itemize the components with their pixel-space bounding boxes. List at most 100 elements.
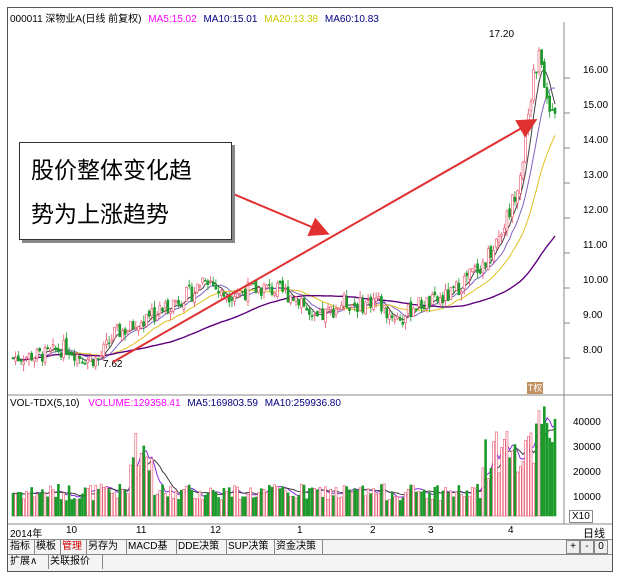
candle-body xyxy=(94,357,98,367)
volume-bar xyxy=(123,490,127,517)
volume-bar xyxy=(83,487,87,517)
candle-body xyxy=(428,296,431,308)
candle-body xyxy=(105,339,108,345)
candle-body xyxy=(433,291,437,296)
candle-body xyxy=(540,49,543,65)
candle-body xyxy=(321,308,325,321)
ex-rights-stamp-icon[interactable]: T权 xyxy=(527,382,543,394)
volume-bar xyxy=(449,490,453,517)
date-tick-12: 12 xyxy=(210,525,222,536)
candle-body xyxy=(318,309,322,313)
vol-tick-10000: 10000 xyxy=(573,492,601,503)
tab-expand[interactable]: 扩展∧ xyxy=(8,555,49,569)
tab-dde[interactable]: DDE决策 xyxy=(176,540,227,554)
tab-save-as[interactable]: 另存为 xyxy=(86,540,127,554)
volume-bar xyxy=(35,493,39,517)
candle-body xyxy=(441,294,445,303)
volume-bar xyxy=(51,489,55,517)
candle-body xyxy=(171,299,175,312)
candle-body xyxy=(145,314,148,327)
tab-indicator[interactable]: 指标 xyxy=(8,540,35,554)
tab-manage[interactable]: 管理 xyxy=(60,540,87,554)
volume-bar xyxy=(398,500,402,517)
candle-body xyxy=(521,161,525,179)
ma10-line xyxy=(12,87,556,361)
volume-bar xyxy=(481,467,485,517)
tab-sup[interactable]: SUP决策 xyxy=(226,540,275,554)
volume-bar xyxy=(505,431,509,517)
candle-body xyxy=(89,356,92,362)
candle-body xyxy=(86,359,90,364)
volume-bar xyxy=(366,488,370,517)
vol-ma10-line xyxy=(12,428,556,497)
volume-bar xyxy=(243,496,247,517)
volume-bar xyxy=(350,491,354,517)
reset-button[interactable]: 0 xyxy=(594,540,608,554)
volume-bar xyxy=(46,496,50,517)
period-label[interactable]: 日线 xyxy=(583,528,605,540)
candle-body xyxy=(460,291,463,294)
tab-related-quotes[interactable]: 关联报价 xyxy=(48,555,103,569)
candle-body xyxy=(243,288,247,301)
volume-bar xyxy=(369,493,373,517)
volume-bar xyxy=(227,487,231,517)
volume-bar xyxy=(113,492,116,517)
candle-body xyxy=(27,353,31,360)
candle-body xyxy=(115,324,119,327)
volume-bar xyxy=(313,488,317,517)
volume-bar xyxy=(553,418,557,517)
ma60-label: MA60: xyxy=(324,14,354,25)
candle-body xyxy=(334,308,338,315)
volume-bar xyxy=(105,486,108,517)
tab-fund[interactable]: 资金决策 xyxy=(274,540,323,554)
candle-body xyxy=(273,292,276,296)
candle-body xyxy=(516,190,519,204)
kline-chart[interactable] xyxy=(8,8,612,538)
volume-bar xyxy=(417,491,421,517)
volume-indicator-name: VOL-TDX(5,10) xyxy=(10,398,80,409)
volume-bar xyxy=(260,488,263,517)
volume-bar xyxy=(361,485,365,517)
volume-bar xyxy=(281,486,284,517)
candle-body xyxy=(51,344,55,347)
stock-title: 000011 深物业A(日线 前复权) xyxy=(10,14,142,25)
tab-macd[interactable]: MACD基本 xyxy=(126,540,177,566)
candle-body xyxy=(179,304,183,307)
remove-button[interactable]: - xyxy=(580,540,594,554)
candle-body xyxy=(195,283,199,293)
low-price-marker: 7.62 xyxy=(103,359,123,370)
volume-bar xyxy=(115,497,119,517)
candle-body xyxy=(297,299,300,306)
candle-body xyxy=(316,310,319,317)
candle-body xyxy=(158,304,162,314)
candle-body xyxy=(508,208,511,218)
candle-body xyxy=(33,357,36,362)
volume-bar xyxy=(73,498,76,517)
volume-bar xyxy=(326,499,330,517)
add-button[interactable]: + xyxy=(566,540,580,554)
volume-bar xyxy=(217,497,220,517)
volume-bar xyxy=(27,492,31,517)
volume-bar xyxy=(422,489,426,517)
volume-bar xyxy=(300,484,303,517)
volume-bar xyxy=(297,494,300,517)
volume-bar xyxy=(428,492,431,517)
volume-bar xyxy=(198,491,202,517)
volume-bar xyxy=(401,497,405,517)
candle-body xyxy=(313,314,317,316)
candle-body xyxy=(177,300,180,305)
annotation-line-2: 势为上涨趋势 xyxy=(31,202,169,228)
candle-body xyxy=(278,280,282,284)
candle-body xyxy=(505,211,509,232)
volume-bar xyxy=(527,436,530,517)
date-tick-2: 2 xyxy=(370,525,376,536)
tab-template[interactable]: 模板 xyxy=(34,540,61,554)
volume-bar xyxy=(54,496,58,517)
candle-body xyxy=(150,308,154,316)
volume-bar xyxy=(182,488,186,517)
candle-body xyxy=(348,307,351,311)
volume-bar xyxy=(543,406,546,517)
volume-bar xyxy=(137,464,140,517)
volume-bar xyxy=(377,492,381,517)
volume-bar xyxy=(238,499,242,517)
